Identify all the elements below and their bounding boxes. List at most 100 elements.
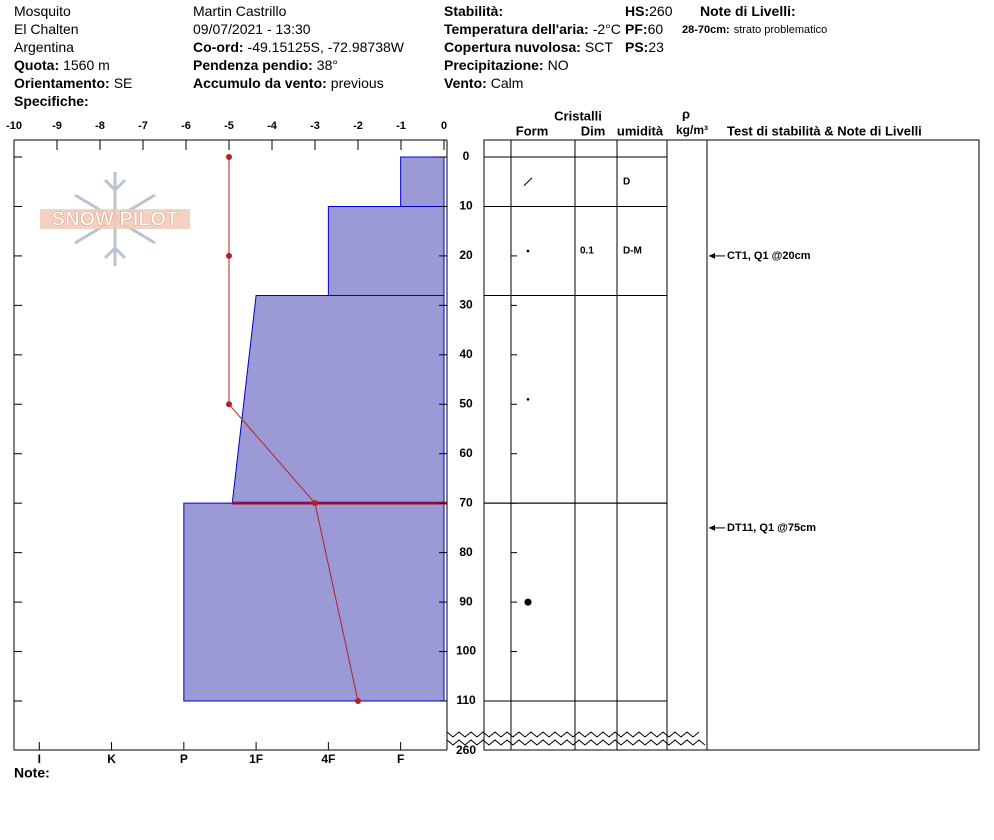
depth-break [446, 731, 706, 746]
depth-tick-label: 70 [459, 495, 473, 509]
depth-tick-label: 90 [459, 594, 473, 608]
grain-form [526, 249, 530, 253]
header-field: Copertura nuvolosa: SCT [444, 39, 613, 55]
field-value: SCT [585, 39, 613, 55]
hardness-tick-label: I [38, 752, 41, 766]
field-value: Argentina [14, 39, 74, 55]
header-field: El Chalten [14, 21, 79, 37]
depth-tick-label: 10 [459, 199, 473, 213]
header-field: HS:260 [625, 3, 673, 19]
field-value: 38° [317, 57, 338, 73]
depth-tick-label: 50 [459, 396, 473, 410]
table-frame [483, 139, 980, 751]
temperature-point [226, 154, 232, 160]
temperature-point [312, 500, 318, 507]
temperature-point [226, 252, 232, 259]
field-label: Orientamento: [14, 75, 110, 91]
depth-tick-label: 80 [459, 545, 473, 559]
field-label: Pendenza pendio: [193, 57, 313, 73]
field-value: -49.15125S, -72.98738W [248, 39, 405, 55]
grain-size: 0.1 [580, 246, 594, 257]
hardness-layer [231, 294, 445, 504]
temperature-tick-label: -7 [138, 120, 148, 132]
depth-tick-label: 110 [456, 693, 476, 707]
temperature-tick-label: -4 [267, 120, 278, 132]
temperature-tick-label: -8 [95, 120, 105, 132]
depth-tick-label: 60 [459, 446, 473, 460]
hardness-tick-label: K [107, 752, 116, 766]
header-field: Mosquito [14, 3, 71, 19]
field-label: Quota: [14, 57, 59, 73]
header-field: Quota: 1560 m [14, 57, 110, 73]
temperature-tick-label: 0 [441, 120, 447, 132]
field-value: 60 [648, 21, 664, 37]
header-field: Temperatura dell'aria: -2°C [444, 21, 621, 37]
temperature-tick-label: -5 [224, 120, 234, 132]
header-field: Precipitazione: NO [444, 57, 569, 73]
header-field: 28-70cm: strato problematico [682, 24, 827, 36]
header-field: Orientamento: SE [14, 75, 132, 91]
header: Mosquito El Chalten Argentina Quota: 1560 m O… [14, 3, 827, 109]
depth-bottom-label: 260 [456, 743, 476, 757]
field-value: 09/07/2021 - 13:30 [193, 21, 311, 37]
column-header: Cristalli [554, 108, 602, 123]
test-arrowhead [709, 524, 715, 531]
field-value: previous [331, 75, 384, 91]
field-value: Calm [491, 75, 524, 91]
grain-form [526, 398, 530, 401]
column-header: Dim [581, 123, 606, 138]
header-field: Argentina [14, 39, 74, 55]
logo-band [40, 209, 190, 229]
field-value: SE [114, 75, 133, 91]
field-value: El Chalten [14, 21, 79, 37]
temperature-tick-label: -2 [353, 120, 363, 132]
grain-form [523, 177, 533, 187]
temperature-point [355, 698, 361, 704]
column-header: umidità [617, 123, 664, 138]
field-label: Precipitazione: [444, 57, 544, 73]
field-label: PS: [625, 39, 648, 55]
depth-tick-label: 40 [459, 347, 473, 361]
header-field: Note di Livelli: [700, 3, 796, 19]
hardness-layer [400, 156, 445, 207]
temperature-tick-label: -6 [181, 120, 191, 132]
moisture: D [623, 176, 630, 187]
field-value: 260 [649, 3, 673, 19]
hardness-layer [327, 205, 445, 296]
header-field: 09/07/2021 - 13:30 [193, 21, 311, 37]
temperature-tick-label: -10 [6, 120, 22, 132]
hardness-tick-label: F [397, 752, 404, 766]
temperature-tick-label: -1 [396, 120, 406, 132]
header-field: PF:60 [625, 21, 663, 37]
column-header: Form [516, 123, 549, 138]
temperature-point [226, 401, 232, 408]
notes-label: Note: [14, 765, 50, 781]
field-value: NO [548, 57, 569, 73]
column-header: Test di stabilità & Note di Livelli [727, 123, 922, 138]
logo-text: SNOW PILOT [52, 208, 179, 230]
field-label: Copertura nuvolosa: [444, 39, 581, 55]
header-field: Stabilità: [444, 3, 503, 19]
hardness-tick-label: P [180, 752, 188, 766]
field-label: Accumulo da vento: [193, 75, 327, 91]
hardness-layer [183, 502, 445, 702]
hardness-tick-label: 4F [321, 752, 335, 766]
header-field: PS:23 [625, 39, 664, 55]
column-header: ρ [682, 106, 690, 121]
header-field: Accumulo da vento: previous [193, 75, 384, 91]
field-label: PF: [625, 21, 648, 37]
temperature-tick-label: -9 [52, 120, 62, 132]
depth-tick-label: 30 [459, 298, 473, 312]
depth-tick-label: 100 [456, 644, 476, 658]
moisture: D-M [623, 246, 642, 257]
depth-tick-label: 0 [463, 149, 470, 163]
hardness-tick-label: 1F [249, 752, 263, 766]
field-label: Stabilità: [444, 3, 503, 19]
field-label: 28-70cm: [682, 24, 730, 36]
field-value: 23 [648, 39, 664, 55]
field-value: -2°C [593, 21, 621, 37]
field-label: HS: [625, 3, 649, 19]
depth-tick-label: 20 [459, 248, 473, 262]
test-arrowhead [709, 252, 715, 259]
field-label: Note di Livelli: [700, 3, 796, 19]
